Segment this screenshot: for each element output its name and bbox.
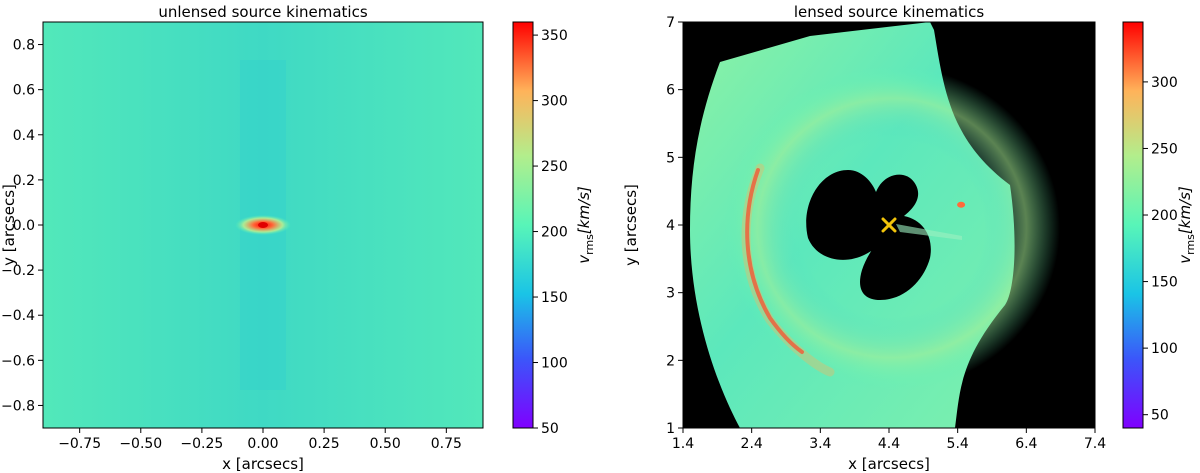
left-colorbar	[512, 21, 534, 429]
left-y-tick-label: 0.6	[13, 83, 35, 99]
right-colorbar-tick-label: 50	[1151, 408, 1169, 424]
right-heatmap	[683, 22, 1095, 428]
left-x-tick-label: 0.50	[370, 436, 401, 452]
left-xlabel: x [arcsecs]	[222, 455, 304, 473]
left-peak	[258, 222, 268, 228]
left-panel: unlensed source kinematics −0.75 −0.50 −0.…	[0, 3, 596, 473]
left-y-tick-label: −0.6	[1, 353, 35, 369]
left-y-tick-label: 0.8	[13, 38, 35, 54]
right-central-hole	[806, 170, 931, 300]
right-colorbar-label: vrms[km/s]	[1176, 186, 1197, 264]
right-x-tick-label: 4.4	[878, 436, 900, 452]
right-arc-halo	[741, 163, 835, 377]
left-title: unlensed source kinematics	[158, 3, 368, 21]
right-colorbar-tick-label: 100	[1151, 341, 1178, 357]
left-y-tick-label: 0.4	[13, 128, 35, 144]
right-colorbar-label-units: [km/s]	[1176, 186, 1194, 234]
lens-center-marker	[881, 217, 897, 233]
right-y-tick-label: 4	[666, 218, 675, 234]
left-colorbar-tick-label: 100	[541, 356, 568, 372]
right-x-tick-label: 6.4	[1015, 436, 1037, 452]
left-colorbar-label-units: [km/s]	[575, 186, 593, 234]
right-red-arc	[745, 168, 804, 354]
left-colorbar-tick-label: 150	[541, 290, 568, 306]
right-x-tick-label: 3.4	[809, 436, 831, 452]
right-y-tick-label: 2	[666, 353, 675, 369]
right-y-tick-label: 3	[666, 286, 675, 302]
left-y-tick-label: 0.0	[13, 218, 35, 234]
left-x-tick-label: −0.50	[119, 436, 162, 452]
right-y-tick-label: 5	[666, 150, 675, 166]
left-x-tick-label: 0.25	[309, 436, 340, 452]
right-x-ticks: 1.4 2.4 3.4 4.4 5.4 6.4 7.4	[672, 428, 1106, 452]
right-x-tick-label: 2.4	[741, 436, 763, 452]
right-y-tick-label: 7	[666, 15, 675, 31]
left-colorbar-tick-label: 250	[541, 159, 568, 175]
left-y-tick-label: −0.8	[1, 398, 35, 414]
left-colorbar-tick-label: 50	[541, 421, 559, 437]
right-colorbar-ticks: 300 250 200 150 100 50	[1143, 75, 1178, 424]
right-bright-knot	[957, 201, 966, 208]
right-x-tick-label: 5.4	[947, 436, 969, 452]
right-y-ticks: 7 6 5 4 3 2 1	[666, 15, 683, 437]
left-colorbar-label-main: v	[575, 254, 593, 264]
right-x-tick-label: 1.4	[672, 436, 694, 452]
right-ylabel: y [arcsecs]	[622, 184, 640, 266]
right-panel: lensed source kinematics 1.4 2.4 3.4 4.4 5.4…	[622, 3, 1197, 473]
left-x-tick-label: −0.25	[180, 436, 223, 452]
left-colorbar-label-sub: rms	[583, 234, 596, 255]
left-colorbar-label: vrms[km/s]	[575, 186, 596, 264]
left-colorbar-tick-label: 200	[541, 225, 568, 241]
left-x-tick-label: −0.75	[58, 436, 101, 452]
right-x-tick-label: 7.4	[1084, 436, 1106, 452]
left-ylabel: y [arcsecs]	[0, 184, 18, 266]
right-y-tick-label: 6	[666, 83, 675, 99]
left-y-tick-label: −0.2	[1, 263, 35, 279]
left-x-ticks: −0.75 −0.50 −0.25 0.00 0.25 0.50 0.75	[58, 428, 462, 452]
right-jet	[896, 224, 962, 240]
right-colorbar-label-sub: rms	[1184, 234, 1197, 255]
left-y-tick-label: −0.4	[1, 308, 35, 324]
left-x-tick-label: 0.75	[431, 436, 462, 452]
left-colorbar-ticks: 350 300 250 200 150 100 50	[533, 28, 568, 437]
right-y-tick-label: 1	[666, 421, 675, 437]
right-xlabel: x [arcsecs]	[848, 455, 930, 473]
left-y-tick-label: 0.2	[13, 173, 35, 189]
right-colorbar-label-main: v	[1176, 254, 1194, 264]
right-title: lensed source kinematics	[794, 3, 985, 21]
right-colorbar	[1122, 21, 1144, 429]
right-colorbar-tick-label: 150	[1151, 275, 1178, 291]
left-colorbar-tick-label: 350	[541, 28, 568, 44]
left-x-tick-label: 0.00	[247, 436, 278, 452]
right-colorbar-tick-label: 250	[1151, 141, 1178, 157]
right-colorbar-tick-label: 300	[1151, 75, 1178, 91]
left-colorbar-tick-label: 300	[541, 94, 568, 110]
right-colorbar-tick-label: 200	[1151, 208, 1178, 224]
left-y-ticks: 0.8 0.6 0.4 0.2 0.0 −0.2 −0.4 −0.6 −0.8	[1, 38, 43, 414]
left-heatmap	[43, 22, 483, 428]
